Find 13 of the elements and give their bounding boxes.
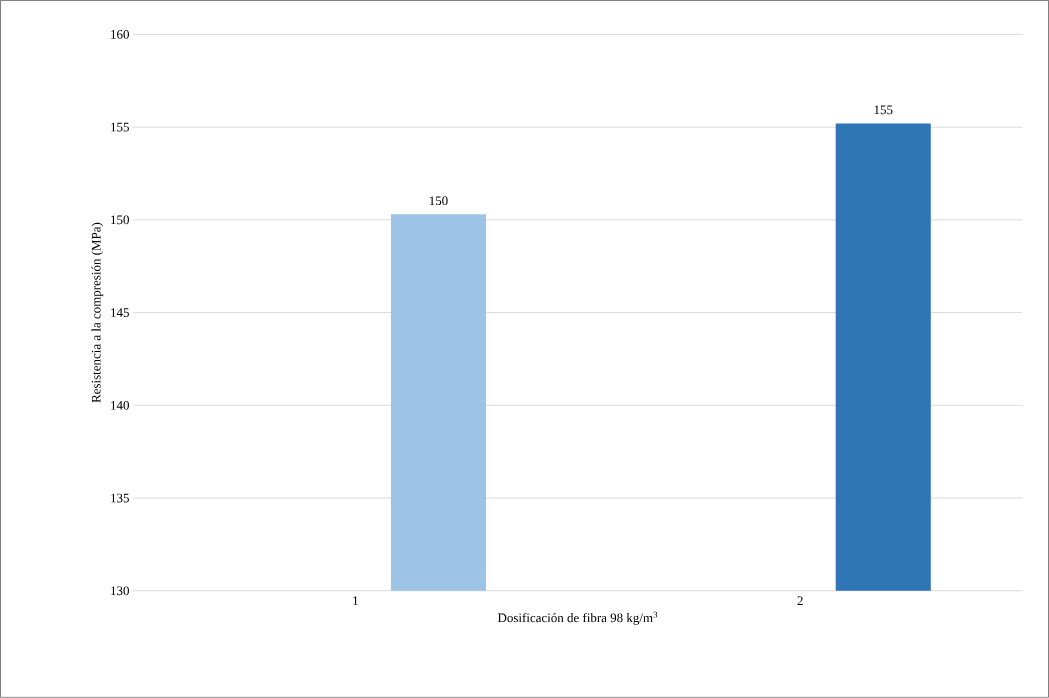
y-tick-label: 150 — [111, 215, 129, 225]
data-label: 155 — [874, 105, 893, 115]
y-axis-title: Resistencia a la compresión (MPa) — [91, 222, 104, 403]
data-label: 150 — [429, 196, 448, 206]
y-tick-label: 130 — [111, 586, 129, 596]
x-tick-label: 1 — [353, 596, 358, 605]
y-tick-label: 145 — [111, 308, 129, 318]
x-tick-label: 2 — [797, 596, 803, 606]
y-tick-label: 140 — [111, 401, 129, 410]
y-tick-label: 155 — [111, 122, 129, 132]
x-axis-title: Dosificación de fibra 98 kg/m$^{3}$ — [497, 611, 658, 625]
y-tick-label: 160 — [111, 30, 129, 39]
y-tick-label: 135 — [111, 493, 129, 503]
